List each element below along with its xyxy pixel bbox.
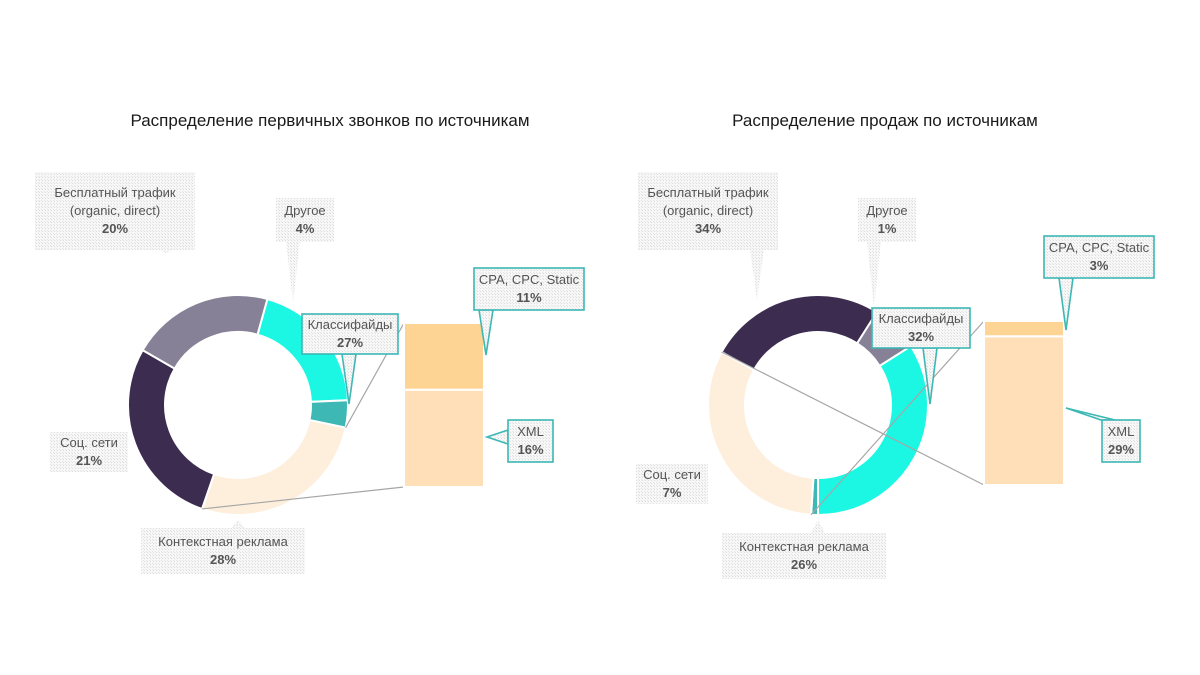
callout-box <box>871 307 971 349</box>
breakdown-bar-segment <box>983 335 1065 486</box>
doughnut-slice <box>141 294 269 370</box>
breakdown-callout: XML 29% <box>1065 407 1141 463</box>
callout-pointer <box>159 250 173 253</box>
callout-box <box>638 172 778 250</box>
slice-percent: 16% <box>517 442 543 457</box>
callout-pointer <box>1065 407 1116 421</box>
slice-label: XML <box>1108 424 1135 439</box>
connector-line-bottom <box>721 351 985 486</box>
doughnut-slice <box>707 350 815 516</box>
slice-callout: Соц. сети 7% <box>636 464 708 504</box>
slice-callout: Другое 4% <box>276 198 334 302</box>
doughnut-slice <box>127 348 216 511</box>
slice-callout: Контекстная реклама 28% <box>141 520 305 574</box>
slice-percent: 29% <box>1108 442 1134 457</box>
callout-box <box>1043 235 1155 279</box>
slice-label: (organic, direct) <box>663 203 753 218</box>
callout-pointer <box>867 242 881 307</box>
slice-label: XML <box>517 424 544 439</box>
slice-callout: Соц. сети 21% <box>50 432 128 472</box>
breakdown-callout: CPA, CPC, Static 11% <box>473 267 585 356</box>
callout-box <box>35 172 195 250</box>
callout-box <box>50 432 128 472</box>
slice-callout: Бесплатный трафик (organic, direct) 34% <box>638 172 778 300</box>
slice-percent: 26% <box>791 557 817 572</box>
slice-callout: Классифайды 32% <box>871 307 971 405</box>
slice-label: CPA, CPC, Static <box>479 272 580 287</box>
slice-percent: 11% <box>516 290 542 305</box>
sales-by-source-chart: Распределение продаж по источникам Беспла… <box>636 111 1155 579</box>
slice-percent: 4% <box>296 221 315 236</box>
callout-box <box>722 533 886 579</box>
slice-percent: 27% <box>337 335 363 350</box>
breakdown-callout: CPA, CPC, Static 3% <box>1043 235 1155 331</box>
callout-pointer <box>286 242 300 302</box>
callout-pointer <box>231 520 245 528</box>
breakdown-bar-segment <box>983 320 1065 338</box>
callout-box <box>858 198 916 242</box>
slice-label: Классифайды <box>879 311 964 326</box>
slice-label: Контекстная реклама <box>158 534 288 549</box>
slice-percent: 7% <box>663 485 682 500</box>
slice-percent: 20% <box>102 221 128 236</box>
calls-by-source-chart: Распределение первичных звонков по источ… <box>35 111 585 574</box>
slice-label: Классифайды <box>308 317 393 332</box>
slice-callout: Классифайды 27% <box>301 313 399 405</box>
doughnut-slice <box>720 294 879 372</box>
connector-line-bottom <box>201 486 405 510</box>
callout-box <box>473 267 585 311</box>
slice-callout: Бесплатный трафик (organic, direct) 20% <box>35 172 195 253</box>
slice-percent: 1% <box>878 221 897 236</box>
breakdown-bar-segment <box>403 388 485 489</box>
breakdown-callout: XML 16% <box>484 419 554 463</box>
slice-label: Бесплатный трафик <box>54 185 176 200</box>
callout-box <box>141 528 305 574</box>
chart-title: Распределение продаж по источникам <box>732 111 1038 130</box>
callout-box <box>301 313 399 355</box>
callout-box <box>1101 419 1141 463</box>
slice-callout: Контекстная реклама 26% <box>722 520 886 579</box>
callout-pointer <box>811 520 825 533</box>
callout-box <box>507 419 554 463</box>
chart-title: Распределение первичных звонков по источ… <box>130 111 529 130</box>
slice-label: Контекстная реклама <box>739 539 869 554</box>
slice-percent: 34% <box>695 221 721 236</box>
callout-pointer <box>484 428 509 446</box>
slice-label: Другое <box>866 203 907 218</box>
slice-label: Соц. сети <box>60 435 118 450</box>
slice-label: Другое <box>284 203 325 218</box>
slice-percent: 3% <box>1090 258 1109 273</box>
callout-box <box>636 464 708 504</box>
callout-pointer <box>750 250 764 300</box>
breakdown-bar-segment <box>403 322 485 391</box>
callout-box <box>276 198 334 242</box>
slice-percent: 21% <box>76 453 102 468</box>
connector-line-top <box>810 320 985 516</box>
slice-label: Соц. сети <box>643 467 701 482</box>
slice-percent: 32% <box>908 329 934 344</box>
slice-label: Бесплатный трафик <box>647 185 769 200</box>
slice-label: (organic, direct) <box>70 203 160 218</box>
slice-callout: Другое 1% <box>858 198 916 307</box>
doughnut-slice <box>817 344 929 517</box>
slice-percent: 28% <box>210 552 236 567</box>
slice-label: CPA, CPC, Static <box>1049 240 1150 255</box>
